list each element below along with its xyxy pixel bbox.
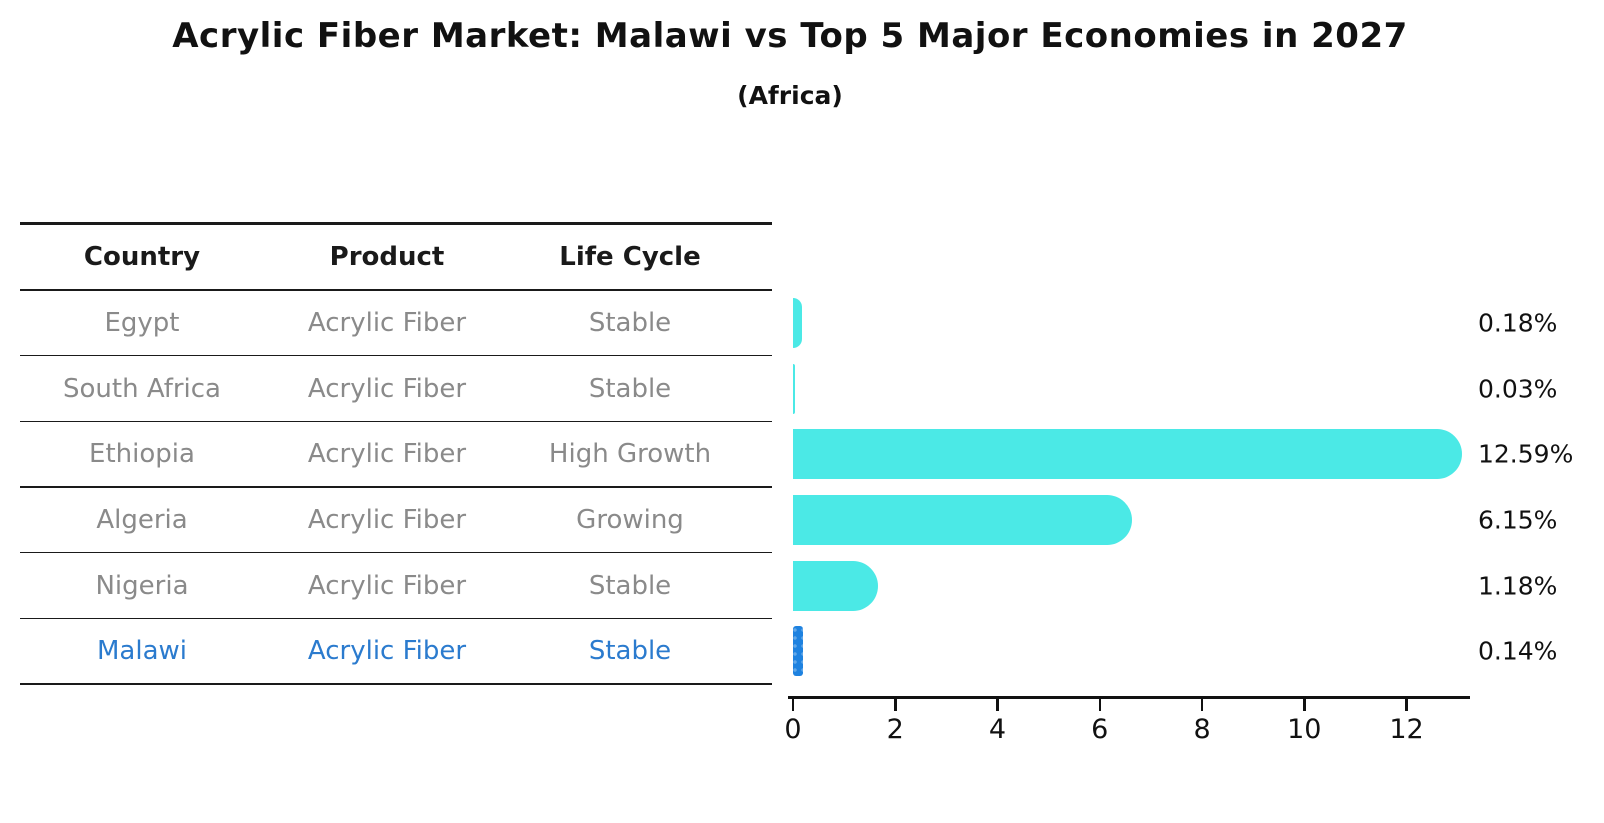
table-row-rule xyxy=(20,486,772,488)
cell-product: Acrylic Fiber xyxy=(307,570,467,601)
table-header-life-cycle: Life Cycle xyxy=(559,241,701,272)
cell-product: Acrylic Fiber xyxy=(307,504,467,535)
table-header-country: Country xyxy=(83,241,201,272)
bar-ethiopia xyxy=(793,429,1462,480)
table-row-rule xyxy=(20,683,772,685)
x-axis-tick-label: 8 xyxy=(1193,714,1211,745)
x-axis-tick-label: 2 xyxy=(886,714,904,745)
table-top-rule xyxy=(20,222,772,225)
table-row-rule xyxy=(20,420,772,423)
chart-subtitle: (Africa) xyxy=(737,81,843,110)
value-label: 6.15% xyxy=(1478,505,1558,535)
table-row-rule xyxy=(20,354,772,357)
cell-product: Acrylic Fiber xyxy=(307,636,467,667)
x-axis-tick xyxy=(1303,698,1306,711)
table-header-rule xyxy=(20,288,772,292)
bar-malawi xyxy=(793,626,803,677)
x-axis-line xyxy=(788,696,1470,699)
cell-life-cycle: High Growth xyxy=(548,439,712,470)
x-axis-tick xyxy=(1200,698,1204,711)
cell-product: Acrylic Fiber xyxy=(307,439,467,470)
value-label: 0.03% xyxy=(1478,374,1558,403)
x-axis-tick-label: 0 xyxy=(784,714,802,745)
value-label: 1.18% xyxy=(1478,571,1558,600)
table-row-rule xyxy=(20,617,772,620)
x-axis-tick-label: 12 xyxy=(1389,714,1424,745)
cell-country: Egypt xyxy=(104,307,180,338)
value-label: 0.18% xyxy=(1478,308,1558,338)
cell-country: Ethiopia xyxy=(89,439,195,470)
cell-life-cycle: Growing xyxy=(576,504,684,535)
bar-algeria xyxy=(793,494,1133,545)
cell-life-cycle: Stable xyxy=(588,373,672,404)
value-label: 12.59% xyxy=(1478,439,1574,469)
cell-life-cycle: Stable xyxy=(588,307,672,338)
bar-south-africa xyxy=(793,363,795,414)
x-axis-tick-label: 4 xyxy=(988,714,1007,745)
cell-life-cycle: Stable xyxy=(588,636,672,667)
cell-country: Malawi xyxy=(96,636,188,667)
chart-title: Acrylic Fiber Market: Malawi vs Top 5 Ma… xyxy=(172,16,1408,56)
bar-egypt xyxy=(793,297,803,348)
x-axis-tick xyxy=(894,698,897,711)
value-label: 0.14% xyxy=(1478,636,1558,666)
table-header-product: Product xyxy=(329,241,445,272)
x-axis-tick xyxy=(1098,698,1102,711)
table-row-rule xyxy=(20,551,772,554)
x-axis-tick xyxy=(791,698,795,711)
x-axis-tick xyxy=(1405,698,1408,711)
cell-country: Nigeria xyxy=(95,570,189,601)
x-axis-tick xyxy=(996,698,999,711)
cell-life-cycle: Stable xyxy=(588,570,672,601)
x-axis-tick-label: 10 xyxy=(1287,714,1322,745)
x-axis-tick-label: 6 xyxy=(1091,714,1109,745)
bar-nigeria xyxy=(793,560,879,611)
cell-product: Acrylic Fiber xyxy=(307,373,467,404)
cell-product: Acrylic Fiber xyxy=(307,307,467,338)
cell-country: South Africa xyxy=(63,373,221,404)
cell-country: Algeria xyxy=(96,504,188,535)
